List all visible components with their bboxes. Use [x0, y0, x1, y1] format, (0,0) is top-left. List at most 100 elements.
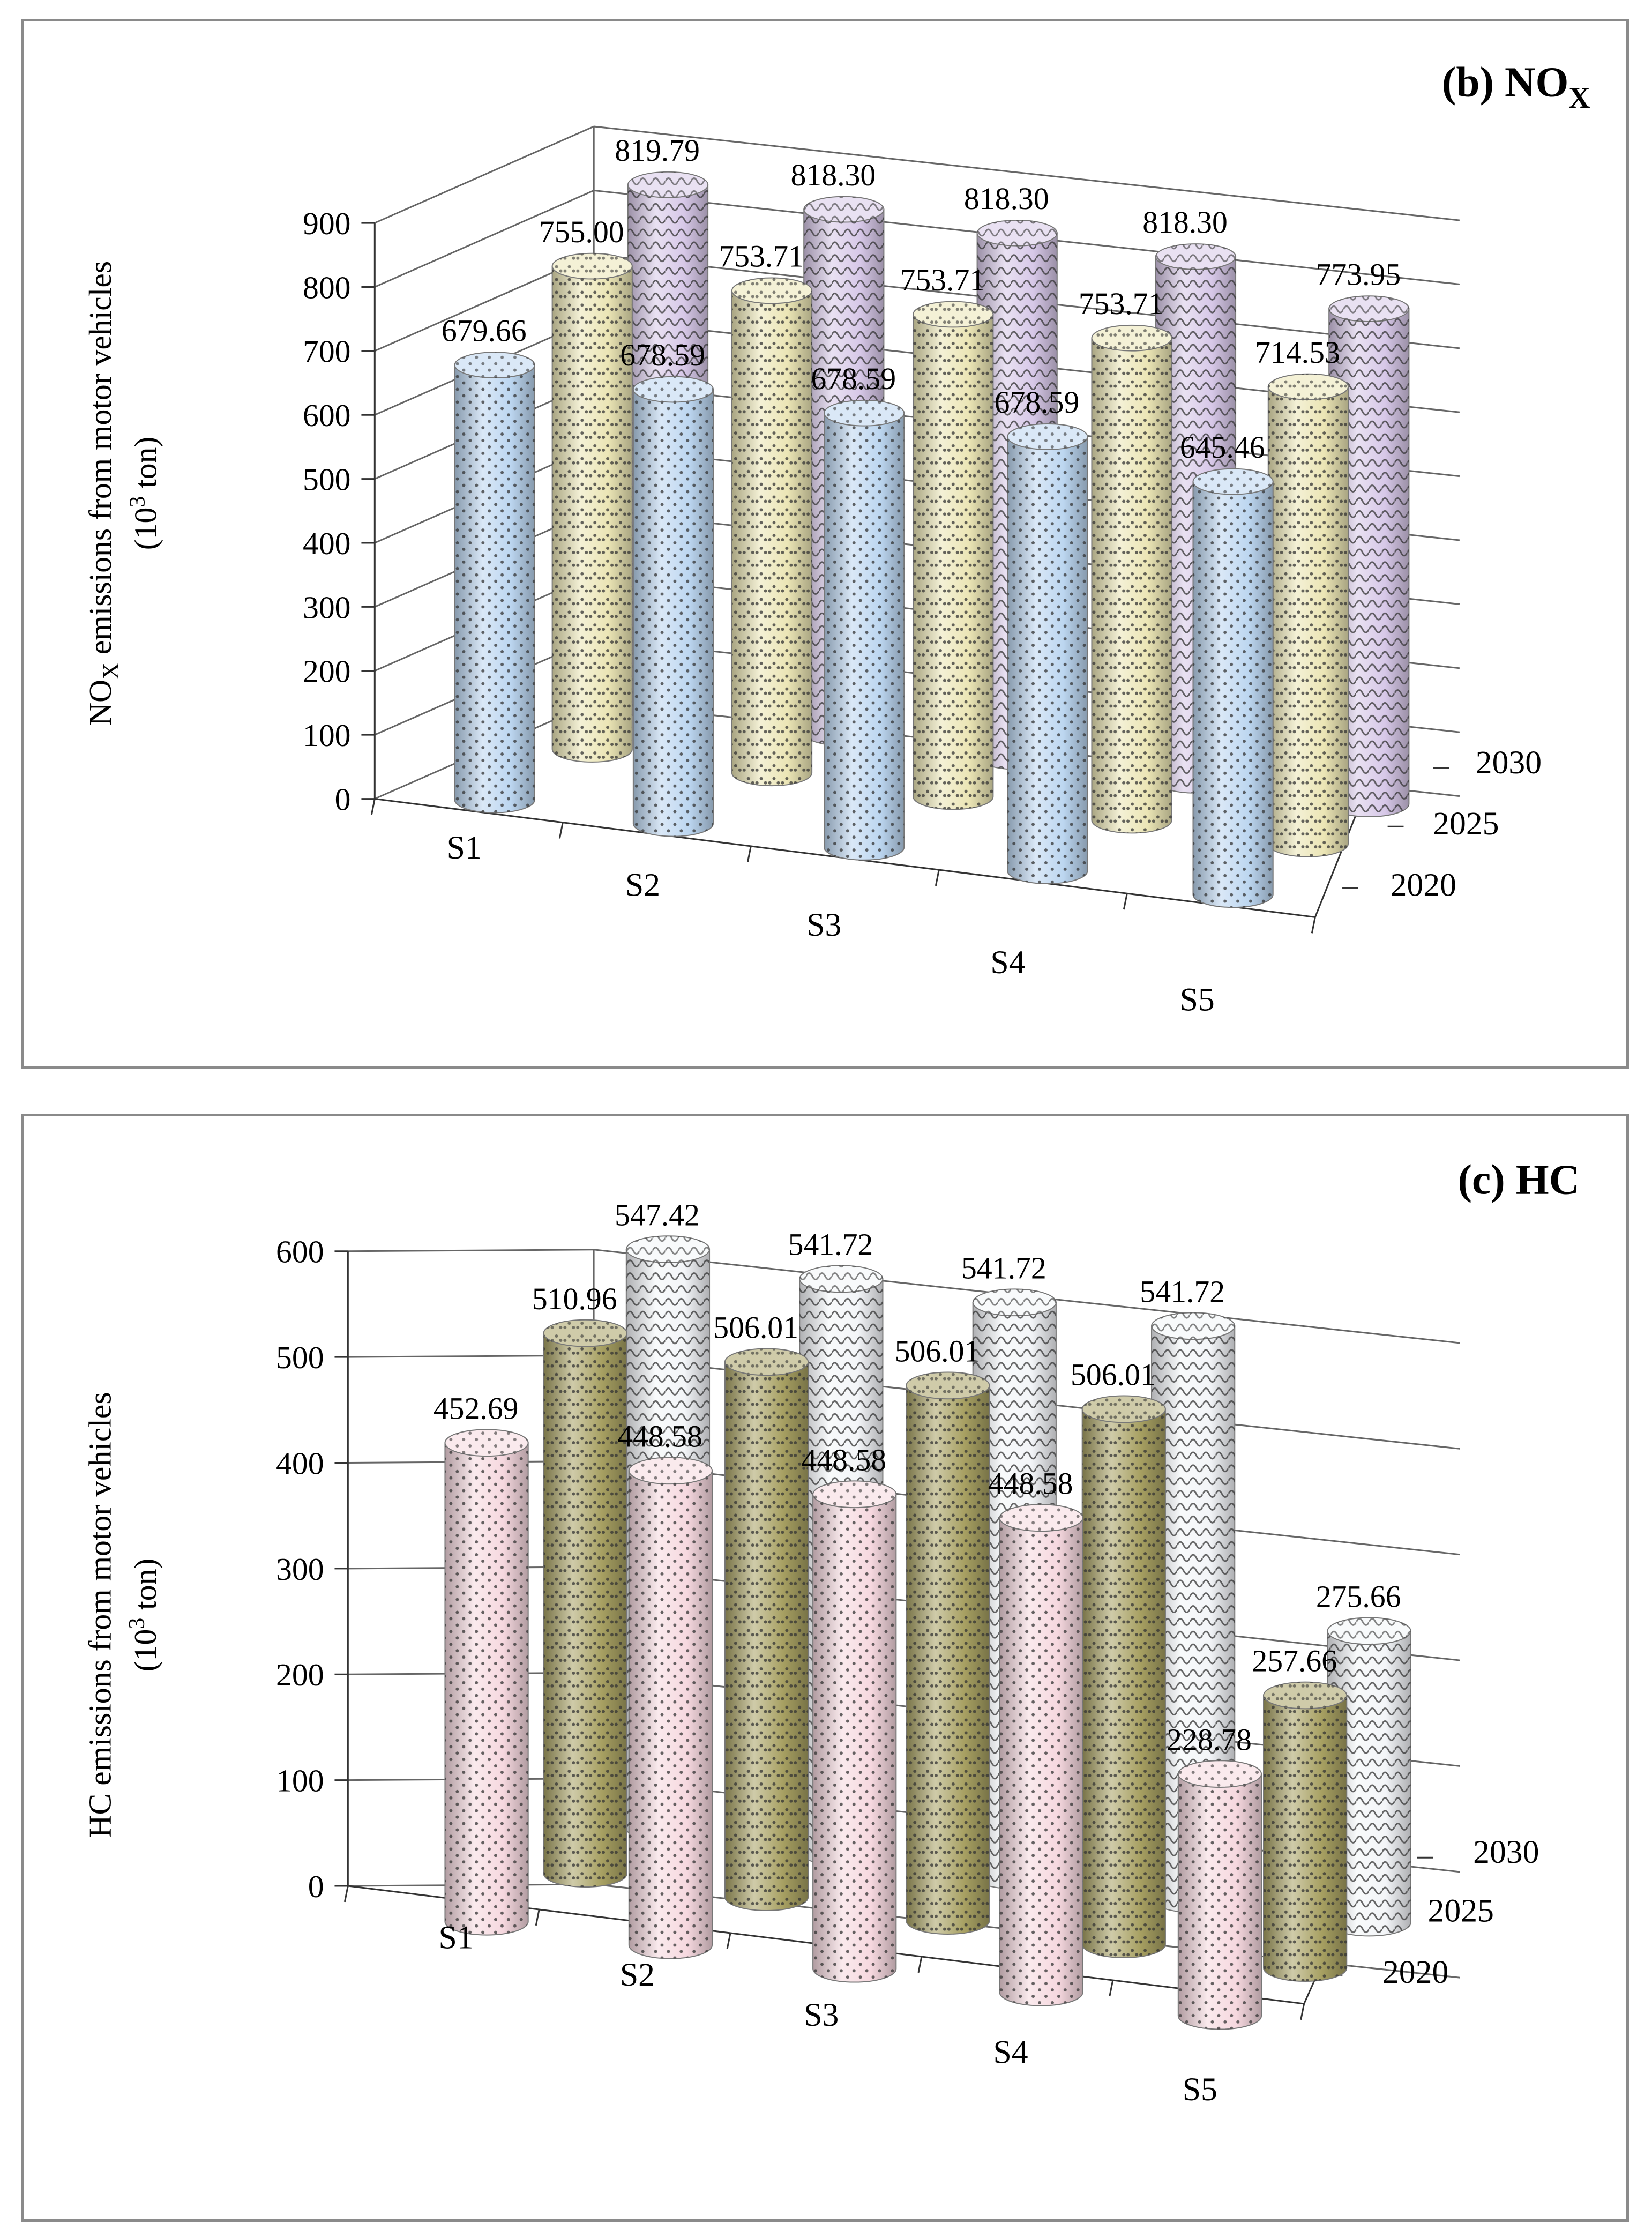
- nox-y-ticks: 0 100 200 300 400 500 600 700 800 900: [303, 206, 375, 817]
- hc-bar-2025-s1-top-pattern: [543, 1319, 627, 1347]
- nox-y-tick-label: 500: [303, 462, 351, 497]
- nox-bar-2020-s2-pattern: [633, 389, 714, 837]
- nox-bar-2025-s2-top-pattern: [731, 278, 812, 304]
- hc-y-axis-title-line1: HC emissions from motor vehicles: [82, 1392, 117, 1838]
- hc-bar-2020-s1: [444, 1429, 529, 1936]
- hc-bar-2020-s5-pattern: [1178, 1774, 1262, 2030]
- nox-y-axis-title-line2: (103 ton): [125, 437, 163, 550]
- nox-bar-2025-s1: [551, 252, 633, 763]
- nox-bar-2020-s4-pattern: [1007, 436, 1088, 884]
- hc-x-tick-mark: [1109, 1980, 1114, 1997]
- hc-chart-title: (c) HC: [1457, 1156, 1580, 1203]
- nox-y-tick-label: 600: [303, 398, 351, 433]
- nox-bar-2030-s3-value-label: 818.30: [964, 182, 1049, 216]
- hc-bar-2025-s2-top-pattern: [724, 1348, 809, 1376]
- hc-y-tick-label: 300: [276, 1551, 324, 1587]
- nox-bar-2025-s3-pattern: [913, 314, 993, 810]
- nox-bar-2030-s5-pattern: [1329, 309, 1409, 817]
- nox-bar-2030-s1-value-label: 819.79: [615, 134, 700, 168]
- hc-x-tick-mark: [535, 1909, 540, 1926]
- hc-depth-label-2025: 2025: [1428, 1893, 1494, 1929]
- hc-category-label-s3: S3: [804, 1997, 839, 2033]
- hc-x-tick-mark: [917, 1956, 923, 1973]
- nox-bar-2020-s1: [454, 352, 535, 814]
- hc-bar-2020-s3-top-pattern: [813, 1481, 896, 1508]
- hc-bar-2025-s1-value-label: 510.96: [532, 1282, 617, 1316]
- nox-depth-label-2030: 2030: [1476, 744, 1542, 781]
- nox-bar-2025-s5-top-pattern: [1268, 374, 1348, 400]
- nox-depth-label-2020: 2020: [1391, 867, 1456, 904]
- hc-depth-label-2030: 2030: [1473, 1834, 1539, 1870]
- hc-bar-2025-s3: [906, 1371, 990, 1935]
- nox-bar-2030-s5-top-pattern: [1329, 296, 1409, 322]
- hc-bar-2025-s2-value-label: 506.01: [713, 1311, 798, 1345]
- nox-gridline-side: [374, 190, 594, 288]
- hc-bar-2030-s4-value-label: 541.72: [1140, 1275, 1225, 1309]
- nox-bar-2020-s3-value-label: 678.59: [811, 362, 896, 396]
- hc-bar-2020-s2-value-label: 448.58: [617, 1420, 702, 1454]
- nox-bar-2025-s3-top-pattern: [913, 301, 993, 327]
- hc-bar-2020-s4-value-label: 448.58: [988, 1467, 1073, 1501]
- nox-bar-2025-s2: [731, 277, 813, 787]
- nox-bar-2025-s3-value-label: 753.71: [900, 264, 985, 297]
- nox-bar-2020-s2-top-pattern: [633, 376, 714, 402]
- hc-bar-2030-s2-top-pattern: [799, 1265, 883, 1293]
- nox-bar-2020-s1-pattern: [454, 365, 535, 813]
- hc-y-tick-label: 600: [276, 1234, 324, 1270]
- nox-category-label-s4: S4: [990, 944, 1025, 981]
- nox-bar-2025-s4-value-label: 753.71: [1079, 287, 1164, 321]
- nox-y-tick-label: 100: [303, 718, 351, 753]
- hc-gridline-side: [348, 1249, 594, 1252]
- nox-bar-2020-s1-top-pattern: [454, 352, 535, 378]
- nox-bar-2030-s4-top-pattern: [1155, 244, 1236, 270]
- hc-y-tick-label: 100: [276, 1763, 324, 1799]
- hc-bar-2025-s4-pattern: [1082, 1409, 1165, 1958]
- hc-bar-2025-s1-pattern: [543, 1333, 627, 1888]
- nox-bar-2020-s3: [824, 399, 905, 861]
- nox-bar-2020-s5-pattern: [1193, 481, 1273, 908]
- nox-bar-2020-s5: [1192, 468, 1274, 908]
- hc-bar-2025-s2-pattern: [724, 1362, 809, 1911]
- nox-y-tick-label: 700: [303, 334, 351, 369]
- nox-bar-2025-s4-top-pattern: [1092, 325, 1172, 351]
- nox-bar-2020-s5-top-pattern: [1193, 468, 1273, 495]
- nox-bar-2025-s2-pattern: [731, 290, 812, 786]
- nox-bar-2020-s1-value-label: 679.66: [442, 314, 527, 348]
- hc-bar-2030-s5-pattern: [1327, 1631, 1411, 1936]
- hc-bar-2020-s3-pattern: [813, 1494, 896, 1982]
- hc-y-ticks: 0 100 200 300 400 500 600: [276, 1234, 348, 1904]
- hc-bar-2025-s4: [1081, 1395, 1166, 1958]
- nox-bars: [454, 171, 1410, 908]
- hc-bar-2020-s2-top-pattern: [629, 1457, 713, 1484]
- nox-x-tick-mark: [746, 846, 752, 863]
- nox-y-axis-title-line1: NOX emissions from motor vehicles: [83, 261, 124, 726]
- hc-category-label-s4: S4: [993, 2034, 1028, 2070]
- hc-y-tick-label: 0: [308, 1869, 324, 1904]
- hc-bar-2025-s4-value-label: 506.01: [1071, 1359, 1156, 1392]
- hc-category-label-s2: S2: [620, 1957, 655, 1993]
- nox-bar-2025-s3: [913, 301, 994, 810]
- hc-bar-2030-s1-top-pattern: [626, 1236, 710, 1263]
- nox-bar-2025-s1-value-label: 755.00: [539, 215, 624, 249]
- hc-bar-2030-s1-value-label: 547.42: [615, 1198, 700, 1232]
- nox-x-tick-mark: [935, 869, 940, 886]
- hc-y-tick-label: 400: [276, 1445, 324, 1481]
- nox-bar-2020-s5-value-label: 645.46: [1180, 431, 1265, 465]
- nox-bar-2020-s2-value-label: 678.59: [620, 339, 705, 372]
- nox-y-tick-label: 800: [303, 270, 351, 305]
- nox-x-tick-mark: [370, 799, 376, 815]
- nox-bar-2025-s5: [1267, 373, 1349, 857]
- nox-x-tick-mark: [1311, 917, 1316, 934]
- hc-text: (c) HC HC emissions from motor vehicles …: [82, 1156, 1580, 2108]
- hc-bar-2020-s4-top-pattern: [999, 1504, 1083, 1532]
- hc-bar-2025-s5-value-label: 257.66: [1252, 1645, 1337, 1678]
- hc-bar-2030-s5: [1327, 1617, 1411, 1937]
- nox-y-tick-label: 900: [303, 206, 351, 241]
- hc-y-axis-title-line2: (103 ton): [125, 1558, 163, 1672]
- nox-gridline-side: [374, 125, 594, 224]
- nox-category-label-s1: S1: [447, 830, 482, 866]
- hc-bar-2025-s3-pattern: [906, 1385, 990, 1934]
- hc-x-tick-mark: [1300, 2003, 1305, 2020]
- hc-bar-2020-s1-pattern: [445, 1443, 528, 1935]
- hc-bar-2030-s5-top-pattern: [1327, 1617, 1411, 1645]
